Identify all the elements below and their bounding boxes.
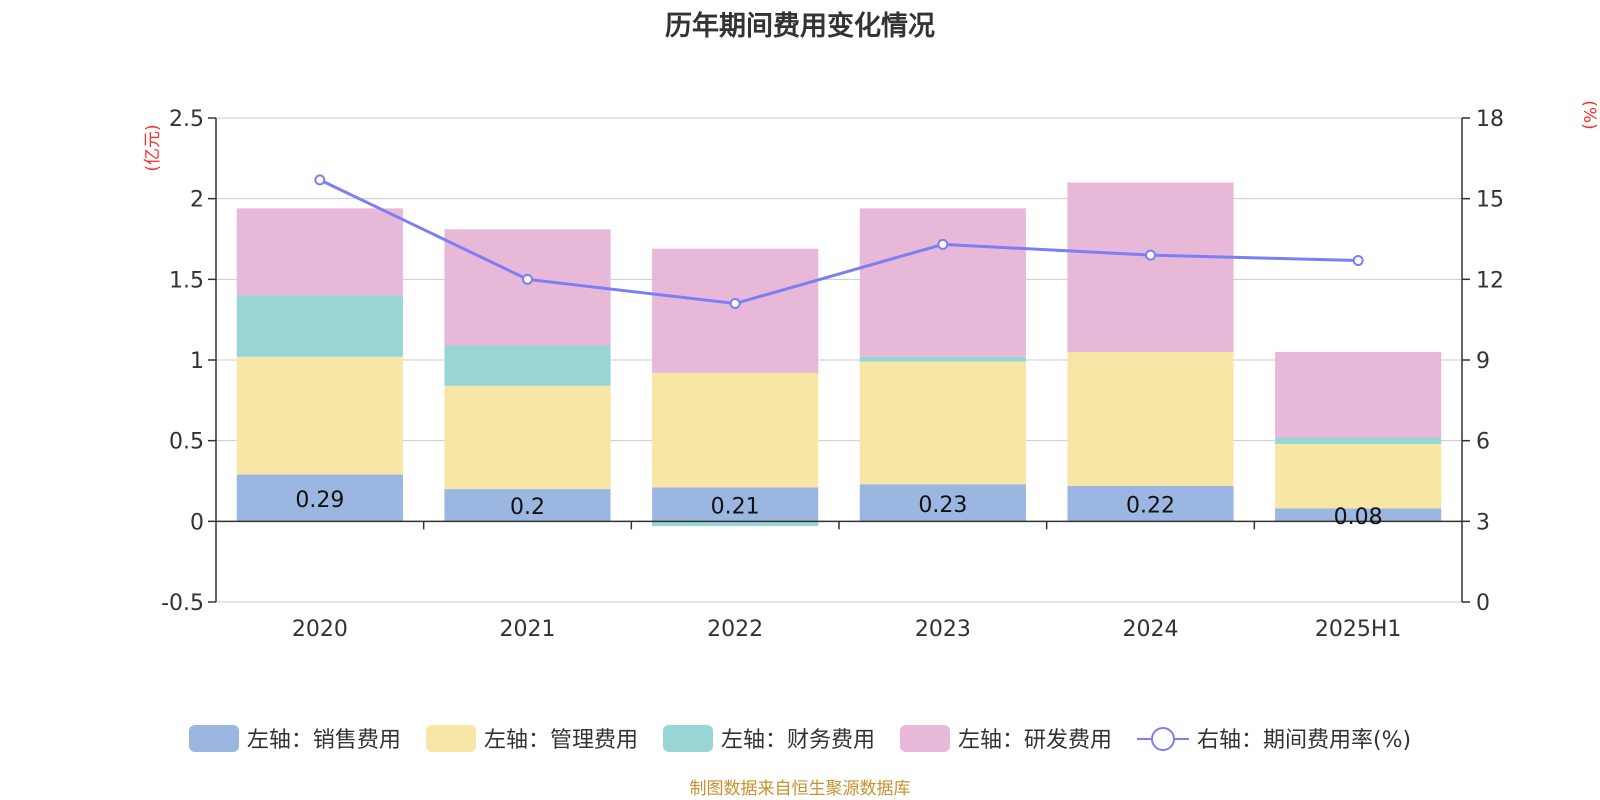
- x-axis-tick-label: 2022: [707, 617, 763, 642]
- bar-segment: [1275, 508, 1442, 522]
- legend-label-finance: 左轴：财务费用: [720, 728, 875, 753]
- bar-segment: [652, 521, 819, 527]
- left-axis-tick-label: 2.5: [169, 107, 204, 132]
- legend-label-rnd: 左轴：研发费用: [957, 728, 1112, 753]
- right-axis-tick-label: 15: [1476, 188, 1504, 213]
- legend-label-sales: 左轴：销售费用: [246, 728, 401, 753]
- bar-segment: [1275, 351, 1442, 438]
- x-axis-tick-label: 2024: [1123, 617, 1179, 642]
- bar-segment: [1067, 485, 1234, 522]
- legend-swatch-admin: [425, 724, 476, 752]
- bar-segment: [1275, 443, 1442, 509]
- bar-segment: [859, 208, 1026, 357]
- bar-segment: [236, 295, 403, 357]
- legend-swatch-sales: [188, 724, 239, 752]
- bar-segment: [652, 487, 819, 522]
- legend-item-sales[interactable]: 左轴：销售费用: [188, 722, 401, 754]
- legend-item-finance[interactable]: 左轴：财务费用: [662, 722, 875, 754]
- data-label: 0.2: [510, 495, 545, 520]
- legend-swatch-finance: [662, 724, 713, 752]
- legend-item-expense-rate[interactable]: 右轴：期间费用率(%): [1136, 722, 1412, 754]
- data-label: 0.08: [1334, 505, 1383, 530]
- left-axis-tick-label: 1.5: [169, 268, 204, 293]
- line-point: [1145, 249, 1156, 261]
- bar-segment: [859, 484, 1026, 522]
- right-axis-label: (%): [1579, 100, 1599, 129]
- legend-swatch-rnd: [899, 724, 950, 752]
- legend-label-expense-rate: 右轴：期间费用率(%): [1196, 728, 1412, 753]
- bar-segment: [444, 345, 611, 386]
- right-axis-tick-label: 18: [1476, 107, 1504, 132]
- bar-segment: [444, 489, 611, 522]
- right-axis-tick-label: 6: [1476, 430, 1490, 455]
- left-axis-tick-label: 1: [190, 349, 204, 374]
- legend-item-rnd[interactable]: 左轴：研发费用: [899, 722, 1112, 754]
- legend-item-admin[interactable]: 左轴：管理费用: [425, 722, 638, 754]
- bar-segment: [444, 229, 611, 346]
- left-axis-tick-label: 0: [190, 510, 204, 535]
- bar-segment: [236, 208, 403, 296]
- legend-line-icon: [1136, 725, 1189, 752]
- line-point: [729, 298, 741, 310]
- x-axis-tick-label: 2023: [915, 617, 971, 642]
- bar-segment: [652, 248, 819, 373]
- x-axis-tick-label: 2025H1: [1315, 617, 1402, 642]
- expense-rate-line: [319, 178, 1359, 306]
- chart-title: 历年期间费用变化情况: [665, 11, 935, 42]
- left-axis-tick-label: 2: [190, 188, 204, 213]
- left-axis-tick-label: 0.5: [169, 430, 204, 455]
- right-axis-tick-label: 3: [1476, 510, 1490, 535]
- data-label: 0.22: [1126, 494, 1175, 519]
- line-point: [937, 238, 949, 250]
- bar-segment: [1067, 182, 1234, 352]
- bar-segment: [652, 372, 819, 488]
- line-point: [314, 174, 326, 186]
- line-point: [522, 273, 533, 285]
- line-point: [1352, 255, 1364, 267]
- legend-label-admin: 左轴：管理费用: [483, 728, 638, 753]
- left-axis-tick-label: -0.5: [161, 591, 204, 616]
- bar-segment: [1067, 351, 1234, 486]
- data-label: 0.23: [918, 493, 967, 518]
- bar-segment: [1275, 437, 1442, 444]
- bar-segment: [859, 356, 1026, 362]
- right-axis-tick-label: 12: [1476, 268, 1504, 293]
- right-axis-tick-label: 9: [1476, 349, 1490, 374]
- legend: 左轴：销售费用 左轴：管理费用 左轴：财务费用 左轴：研发费用 右轴：期间费用率…: [0, 722, 1600, 758]
- chart-area: -0.5 0 0.5 1 1.5 2 2.5 0 3 6 9 12 15 18 (亿元) (%) 2020 202…: [143, 100, 1599, 642]
- x-axis-tick-label: 2020: [292, 617, 348, 642]
- left-axis-label: (亿元): [143, 124, 163, 171]
- x-axis-tick-label: 2021: [500, 617, 556, 642]
- source-note: 制图数据来自恒生聚源数据库: [689, 779, 911, 799]
- bar-segment: [236, 474, 403, 522]
- bar-segment: [444, 385, 611, 490]
- bar-segment: [236, 356, 403, 475]
- bar-segment: [859, 361, 1026, 485]
- data-label: 0.29: [295, 488, 344, 513]
- right-axis-tick-label: 0: [1476, 591, 1490, 616]
- data-label: 0.21: [711, 494, 760, 519]
